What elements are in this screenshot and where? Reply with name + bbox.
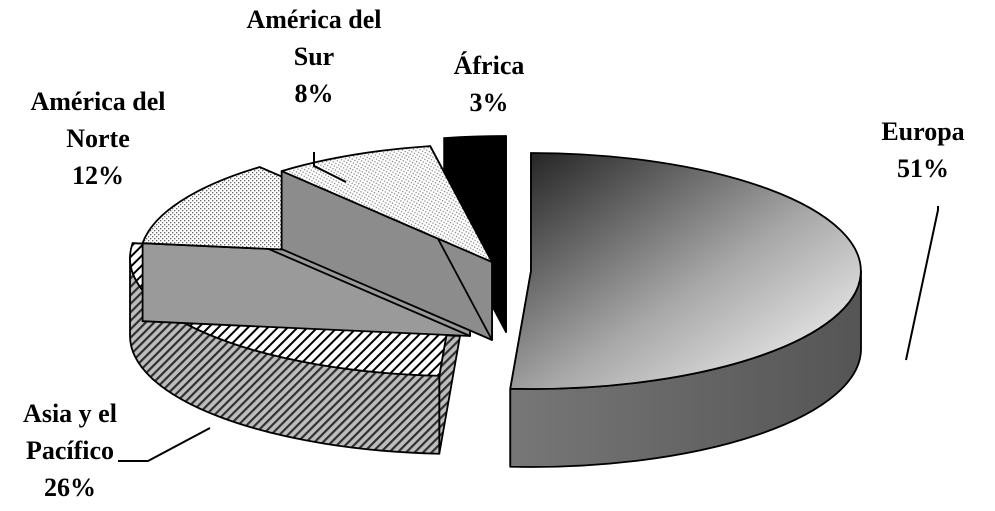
leader-line-am-rica-del-sur — [313, 152, 347, 183]
slice-name-am-rica-del-sur: Sur — [294, 42, 334, 71]
pie-slice-europa — [509, 152, 862, 468]
slice-name-asia-y-el-pac-fico: Pacífico — [26, 436, 114, 465]
leader-line--frica — [477, 160, 504, 195]
leader-line-asia-y-el-pac-fico — [118, 427, 211, 462]
slice-percent-am-rica-del-norte: 12% — [72, 161, 124, 190]
slice-percent--frica: 3% — [470, 88, 509, 117]
slice-percent-am-rica-del-sur: 8% — [295, 79, 334, 108]
slice-name-am-rica-del-sur: América del — [246, 5, 381, 34]
slice-name--frica: África — [454, 51, 525, 80]
slice-name-europa: Europa — [881, 117, 964, 146]
slice-name-asia-y-el-pac-fico: Asia y el — [23, 399, 117, 428]
slice-percent-asia-y-el-pac-fico: 26% — [44, 473, 96, 502]
leader-line-europa — [905, 206, 939, 361]
slice-percent-europa: 51% — [897, 154, 949, 183]
slice-label-europa: Europa 51% — [881, 117, 964, 183]
slice-label-am-rica-del-sur: América del Sur 8% — [246, 5, 381, 108]
slice-name-am-rica-del-norte: América del — [30, 87, 165, 116]
slice-name-am-rica-del-norte: Norte — [66, 124, 130, 153]
slice-label-asia-y-el-pac-fico: Asia y el Pacífico 26% — [23, 399, 117, 502]
slice-label--frica: África 3% — [454, 51, 525, 117]
slice-label-am-rica-del-norte: América del Norte 12% — [30, 87, 165, 190]
